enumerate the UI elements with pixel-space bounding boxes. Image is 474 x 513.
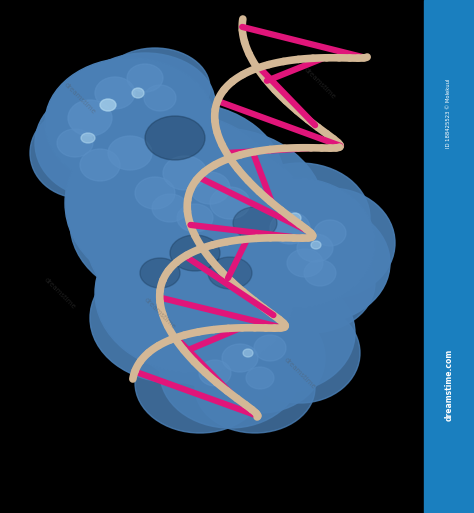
Ellipse shape [95,213,295,373]
Text: ID 188425523 © Molekuul: ID 188425523 © Molekuul [447,78,451,148]
Ellipse shape [208,257,252,289]
Text: dreamstime.com: dreamstime.com [445,349,453,421]
Text: dreamstime: dreamstime [43,276,77,310]
Ellipse shape [81,133,95,143]
Ellipse shape [30,108,130,198]
Ellipse shape [68,100,112,136]
Ellipse shape [195,343,315,433]
Text: dreamstime: dreamstime [63,81,97,115]
Ellipse shape [210,187,250,219]
Ellipse shape [163,156,207,190]
Ellipse shape [132,88,144,98]
Ellipse shape [311,241,321,249]
Ellipse shape [90,253,260,383]
Ellipse shape [215,178,375,308]
Ellipse shape [245,233,375,333]
Ellipse shape [240,303,360,403]
Ellipse shape [254,335,286,361]
Ellipse shape [125,238,315,388]
Ellipse shape [45,58,215,188]
Ellipse shape [289,213,301,223]
Ellipse shape [205,273,355,393]
Ellipse shape [95,77,135,109]
Ellipse shape [314,220,346,246]
Ellipse shape [80,149,120,181]
Ellipse shape [240,203,390,323]
Text: dreamstime: dreamstime [143,296,177,330]
Ellipse shape [100,99,116,111]
Ellipse shape [165,233,325,353]
Text: dreamstime: dreamstime [283,356,317,390]
Ellipse shape [152,194,188,222]
Ellipse shape [108,136,152,170]
Ellipse shape [85,138,315,328]
Ellipse shape [85,103,285,263]
Ellipse shape [222,344,258,372]
Ellipse shape [246,367,274,389]
Ellipse shape [160,318,300,428]
Ellipse shape [270,212,310,244]
Ellipse shape [144,85,176,111]
Ellipse shape [135,177,175,209]
Ellipse shape [287,249,323,277]
Ellipse shape [75,53,215,153]
Ellipse shape [230,163,370,273]
Bar [424,0,474,513]
Ellipse shape [57,129,93,157]
Ellipse shape [190,172,230,204]
Ellipse shape [70,148,250,298]
Ellipse shape [265,188,395,298]
Ellipse shape [35,88,165,198]
Text: dreamstime: dreamstime [303,66,337,100]
Ellipse shape [100,48,210,128]
Ellipse shape [297,234,333,262]
Ellipse shape [65,113,285,293]
Ellipse shape [243,349,253,357]
Ellipse shape [145,116,205,160]
Ellipse shape [115,128,325,298]
Ellipse shape [135,333,265,433]
Ellipse shape [170,235,220,271]
Ellipse shape [140,258,180,288]
Ellipse shape [195,303,325,413]
Ellipse shape [177,204,213,232]
Ellipse shape [304,260,336,286]
Ellipse shape [127,64,163,92]
Ellipse shape [233,207,277,239]
Ellipse shape [199,360,231,386]
